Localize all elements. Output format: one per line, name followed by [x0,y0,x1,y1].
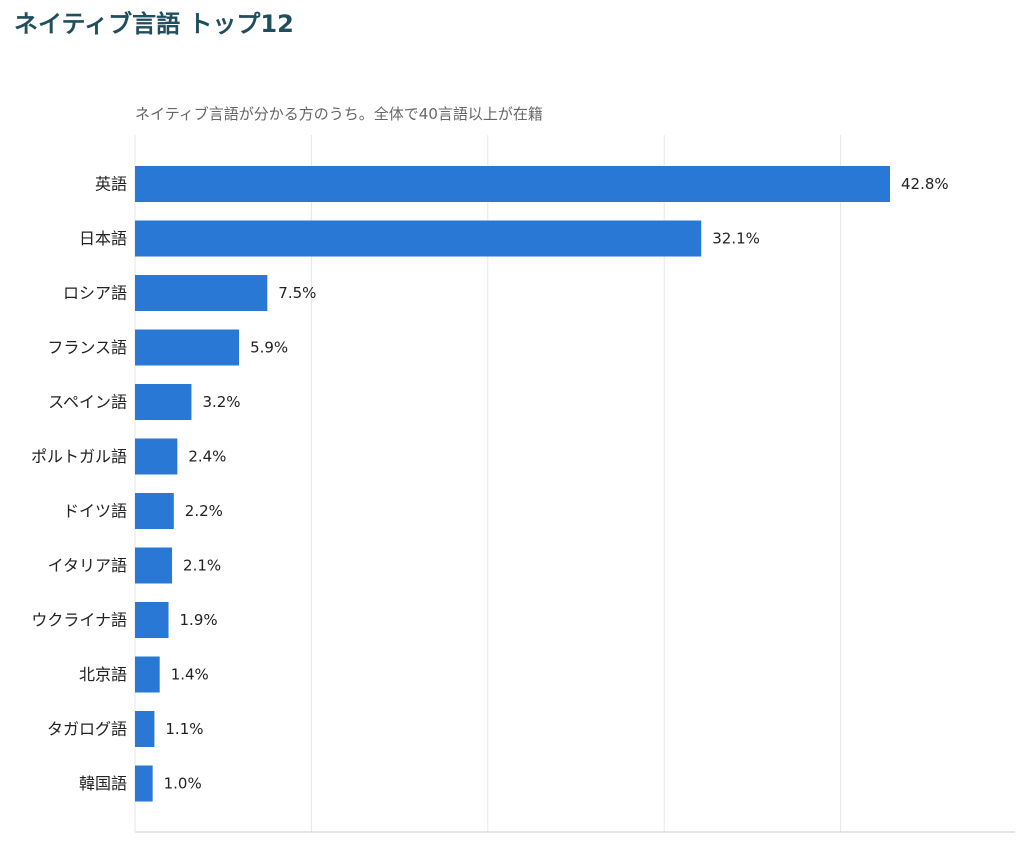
category-label: ポルトガル語 [31,447,127,466]
data-label: 1.0% [164,775,202,793]
chart-title: ネイティブ言語 トップ12 [14,10,294,38]
data-label: 3.2% [202,393,240,411]
category-label: 日本語 [79,229,127,248]
bar [135,166,890,202]
bar [135,384,192,420]
bar [135,329,240,366]
bar [135,493,174,529]
bar [135,220,702,257]
category-label: スペイン語 [48,393,127,412]
data-label: 1.9% [180,611,218,629]
category-label: 韓国語 [79,774,127,793]
data-label: 1.1% [165,720,203,738]
data-label: 7.5% [278,284,316,302]
bar [135,547,173,584]
bar [135,765,153,802]
bar [135,275,268,311]
category-label: ロシア語 [63,284,127,303]
data-label: 5.9% [250,339,288,357]
data-label: 42.8% [901,175,949,193]
data-label: 2.4% [188,448,226,466]
category-label: ドイツ語 [63,502,127,521]
bar [135,602,169,638]
bar [135,438,178,475]
category-label: フランス語 [47,338,127,357]
category-label: ウクライナ語 [31,611,127,630]
chart-subtitle: ネイティブ言語が分かる方のうち。全体で40言語以上が在籍 [135,105,543,123]
bar [135,656,160,693]
data-label: 2.2% [185,502,223,520]
category-label: タガログ語 [47,720,127,739]
data-label: 32.1% [712,230,760,248]
data-label: 1.4% [171,666,209,684]
category-label: 北京語 [79,665,127,684]
data-label: 2.1% [183,557,221,575]
category-label: イタリア語 [48,556,127,575]
category-label: 英語 [95,175,127,194]
bar [135,711,155,747]
